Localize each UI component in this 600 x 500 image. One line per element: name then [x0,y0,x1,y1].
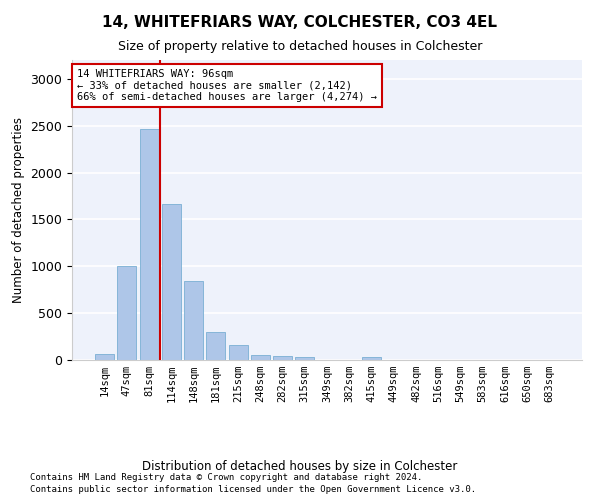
Bar [118,266,136,360]
Bar [95,354,114,360]
Bar [206,332,225,360]
Text: Distribution of detached houses by size in Colchester: Distribution of detached houses by size … [142,460,458,473]
Text: 14 WHITEFRIARS WAY: 96sqm
← 33% of detached houses are smaller (2,142)
66% of se: 14 WHITEFRIARS WAY: 96sqm ← 33% of detac… [77,69,377,102]
Bar [162,204,181,360]
Text: Contains public sector information licensed under the Open Government Licence v3: Contains public sector information licen… [30,486,476,494]
Bar [362,357,381,360]
Text: 14, WHITEFRIARS WAY, COLCHESTER, CO3 4EL: 14, WHITEFRIARS WAY, COLCHESTER, CO3 4EL [103,15,497,30]
Bar [140,130,158,360]
Text: Size of property relative to detached houses in Colchester: Size of property relative to detached ho… [118,40,482,53]
Text: Contains HM Land Registry data © Crown copyright and database right 2024.: Contains HM Land Registry data © Crown c… [30,473,422,482]
Bar [184,281,203,360]
Bar [251,355,270,360]
Bar [229,346,248,360]
Bar [273,356,292,360]
Y-axis label: Number of detached properties: Number of detached properties [12,117,25,303]
Bar [295,357,314,360]
